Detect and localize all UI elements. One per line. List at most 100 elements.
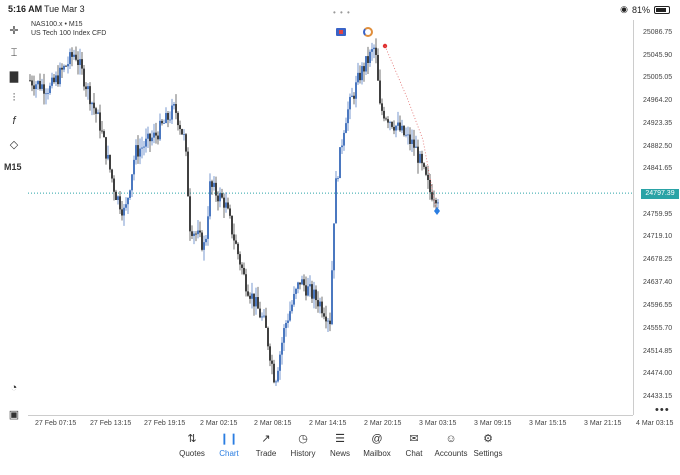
price-scale[interactable] [633,20,680,415]
candle-body [177,112,179,126]
time-tick-label: 2 Mar 02:15 [200,420,238,427]
trading-badge-icon[interactable] [336,28,346,36]
candle-body [257,297,259,309]
status-bar: 5:16 AM Tue Mar 3 ◉ 81% [0,0,680,20]
tab-trade[interactable]: ↗ Trade [246,432,286,458]
time-tick-label: 27 Feb 07:15 [35,420,77,427]
candle-body [151,137,153,142]
candle-body [55,75,57,83]
candle-body [305,285,307,296]
price-tick-label: 24678.25 [643,256,673,263]
candle-body [159,120,161,140]
candle-body [359,72,361,81]
tab-chart[interactable]: ❙❙ Chart [209,432,249,458]
candle-body [193,233,195,236]
candle-body [385,118,387,120]
tab-label: History [290,449,316,458]
tab-label: Chat [405,449,423,458]
candle-body [165,113,167,124]
tab-accounts[interactable]: ☺ Accounts [431,432,471,458]
shapes-icon[interactable]: ◇ [9,138,19,151]
time-tick-label: 2 Mar 14:15 [309,420,347,427]
wifi-icon: ◉ [620,4,628,14]
candle-body [275,381,277,383]
candle-body [313,289,315,299]
price-tick-label: 25005.05 [643,74,673,81]
candle-body [77,59,79,65]
symbol-description: US Tech 100 Index CFD [31,30,107,37]
candle-body [415,146,417,148]
candle-body [405,134,407,136]
price-tick-label: 24514.85 [643,348,673,355]
multitask-dots-icon[interactable]: • • • [333,8,351,17]
more-icon[interactable]: • • • [655,404,669,416]
candle-body [417,146,419,163]
candle-body [335,178,337,224]
indicators-icon[interactable]: ⌶ [10,46,18,59]
candle-body [325,316,327,322]
candle-body [225,202,227,208]
candle-body [83,68,85,87]
one-click-trading-icon[interactable]: ▣ [8,408,20,421]
candle-body [123,207,125,216]
candle-body [145,138,147,147]
crosshair-icon[interactable]: ✛ [9,24,19,37]
tab-news[interactable]: ☰ News [320,432,360,458]
chart-type-icon[interactable]: ▇ [9,70,19,83]
status-date: Tue Mar 3 [44,4,85,14]
candle-body [253,293,255,307]
price-tick-label: 24882.50 [643,143,673,150]
tab-quotes[interactable]: ⇅ Quotes [172,432,212,458]
candle-body [315,289,317,301]
battery-percent: 81% [631,4,650,15]
tab-settings[interactable]: ⚙ Settings [468,432,508,458]
candle-body [137,145,139,157]
candle-body [57,75,59,85]
function-icon[interactable]: f [12,115,16,127]
candle-body [269,346,271,361]
tab-history[interactable]: ◷ History [283,432,323,458]
timeframe-button[interactable]: M15 [4,162,22,172]
candle-body [33,85,35,90]
candle-body [51,77,53,86]
candle-body [233,234,235,241]
trade-path-line [384,45,437,211]
settings-icon: ⚙ [483,433,493,445]
candle-body [371,49,373,52]
trade-icon: ↗ [261,433,271,445]
candle-body [277,370,279,382]
candle-body [125,204,127,208]
time-tick-label: 27 Feb 13:15 [90,420,132,427]
candle-body [259,308,261,318]
candle-body [67,64,69,67]
candle-body [187,151,189,197]
tab-chat[interactable]: ✉ Chat [394,432,434,458]
tab-label: Trade [255,449,277,458]
candle-body [387,119,389,123]
candle-body [105,137,107,159]
price-tick-label: 25045.90 [643,52,673,59]
candle-body [79,59,81,65]
candle-body [231,215,233,235]
candle-body [115,191,117,200]
candle-body [401,125,403,131]
signal-badge-icon[interactable] [363,27,373,37]
candle-body [179,125,181,130]
tab-label: News [329,449,350,458]
candle-body [355,82,357,99]
price-tick-label: 24964.20 [643,97,673,104]
candle-body [47,93,49,94]
price-chart[interactable] [28,20,633,415]
chart-speed-icon[interactable]: ◔ [10,382,18,394]
candle-body [221,193,223,198]
candle-body [337,178,339,179]
quotes-icon: ⇅ [187,433,197,445]
candle-body [215,182,217,196]
candle-body [319,301,321,307]
objects-icon[interactable]: ⫶ [12,91,16,104]
status-time: 5:16 AM [8,4,43,14]
time-axis[interactable] [28,415,633,429]
candle-body [281,342,283,355]
tab-mailbox[interactable]: @ Mailbox [357,432,397,458]
candle-body [377,54,379,81]
